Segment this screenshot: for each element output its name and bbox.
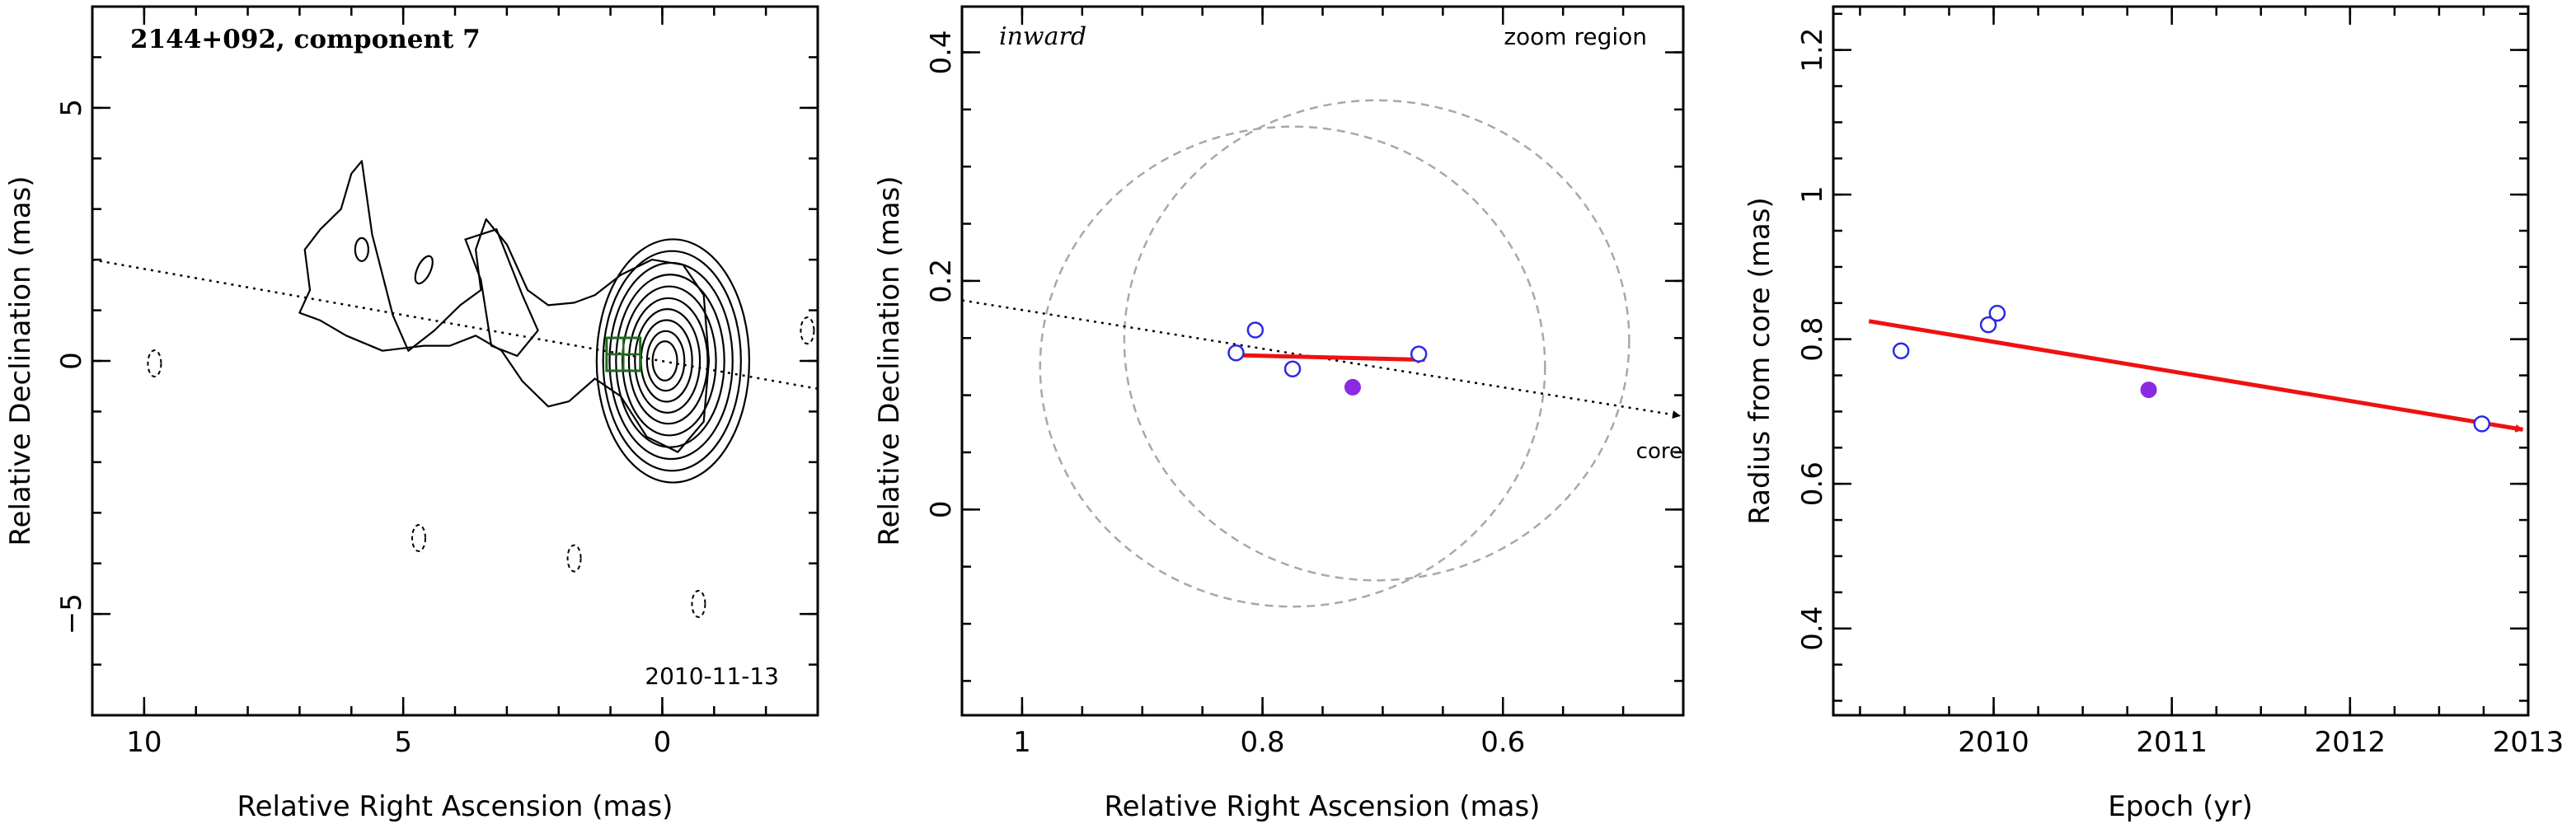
y-tick-label: 0.2 [925, 259, 958, 303]
data-point-open [1246, 321, 1265, 339]
y-tick-label: 5 [55, 99, 88, 117]
core-contour [602, 250, 742, 472]
y-axis-title: Relative Declination (mas) [4, 176, 37, 545]
data-point-open [1227, 344, 1245, 362]
x-axis-title: Epoch (yr) [2108, 790, 2253, 823]
data-point-open [1410, 345, 1428, 363]
y-tick-label: 0.4 [925, 30, 958, 74]
x-tick-label: 2012 [2315, 726, 2386, 759]
chart-title: 2144+092, component 7 [130, 25, 481, 54]
x-tick-label: 10 [126, 726, 162, 759]
plot-frame [960, 5, 1685, 717]
x-tick-label: 0 [654, 726, 672, 759]
panel-radius-vs-epoch: Epoch (yr) Radius from core (mas) 2010 20… [1743, 5, 2564, 823]
data-point-filled [1344, 378, 1361, 396]
y-tick-label: 0 [55, 352, 88, 370]
jet-contour [464, 227, 539, 358]
y-tick-label: −5 [55, 593, 88, 634]
x-tick-label: 1 [1013, 726, 1031, 759]
x-tick-label: 0.6 [1480, 726, 1525, 759]
jet-contour [298, 160, 711, 453]
negative-contour [147, 349, 162, 378]
panel-contour-map: 2144+092, component 7 2010-11-13 Relativ… [4, 5, 819, 823]
x-tick-label: 0.8 [1241, 726, 1285, 759]
y-axis-title: Radius from core (mas) [1743, 197, 1776, 524]
y-tick-label: 0 [925, 501, 958, 519]
y-tick-label: 0.8 [1796, 317, 1829, 362]
negative-contour [800, 316, 815, 345]
data-point-filled [2140, 382, 2157, 399]
axis-ticks: 2010 2011 2012 2013 0.4 0.6 0.8 1 1.2 [1796, 7, 2564, 759]
data-point-open [1283, 360, 1302, 377]
core-contour [615, 274, 725, 448]
core-contour [645, 330, 686, 392]
data-point-open [1892, 342, 1910, 359]
x-tick-label: 2013 [2493, 726, 2564, 759]
plot-area [1868, 304, 2524, 433]
x-tick-label: 5 [394, 726, 412, 759]
observation-date: 2010-11-13 [645, 662, 779, 690]
jet-contour-island [354, 236, 369, 262]
negative-contour [691, 589, 706, 618]
axis-ticks: 10 5 0 5 0 −5 [55, 5, 819, 759]
panel-zoom-region: core inward zoom region Relative Right A… [873, 5, 1685, 823]
error-circle [1039, 125, 1546, 608]
x-axis-title: Relative Right Ascension (mas) [237, 790, 673, 823]
core-contour [627, 297, 709, 425]
x-tick-label: 2011 [2136, 726, 2208, 759]
axis-ticks: 1 0.8 0.6 0.4 0.2 0 [925, 7, 1685, 759]
y-axis-title: Relative Declination (mas) [873, 176, 906, 545]
core-contour [634, 308, 701, 414]
plot-area: core [961, 99, 1682, 608]
fit-arrow [1868, 319, 2524, 433]
core-contour [651, 340, 678, 382]
data-point-open [1979, 316, 1997, 334]
data-point-open [1988, 304, 2006, 322]
motion-arrow [1238, 353, 1426, 364]
y-tick-label: 1 [1796, 185, 1829, 204]
y-tick-label: 1.2 [1796, 28, 1829, 73]
label-zoom-region: zoom region [1504, 23, 1647, 50]
y-tick-label: 0.6 [1796, 461, 1829, 506]
data-point-open [2473, 415, 2491, 433]
core-contour [595, 238, 751, 484]
negative-contour [566, 544, 582, 573]
plot-frame [1832, 5, 2530, 717]
jet-contour-island [414, 255, 434, 285]
x-axis-title: Relative Right Ascension (mas) [1105, 790, 1541, 823]
y-tick-label: 0.4 [1796, 606, 1829, 651]
negative-contour [411, 524, 426, 552]
label-inward: inward [999, 22, 1086, 51]
error-circle [1123, 99, 1631, 582]
plot-area [91, 160, 819, 618]
x-tick-label: 2010 [1958, 726, 2029, 759]
